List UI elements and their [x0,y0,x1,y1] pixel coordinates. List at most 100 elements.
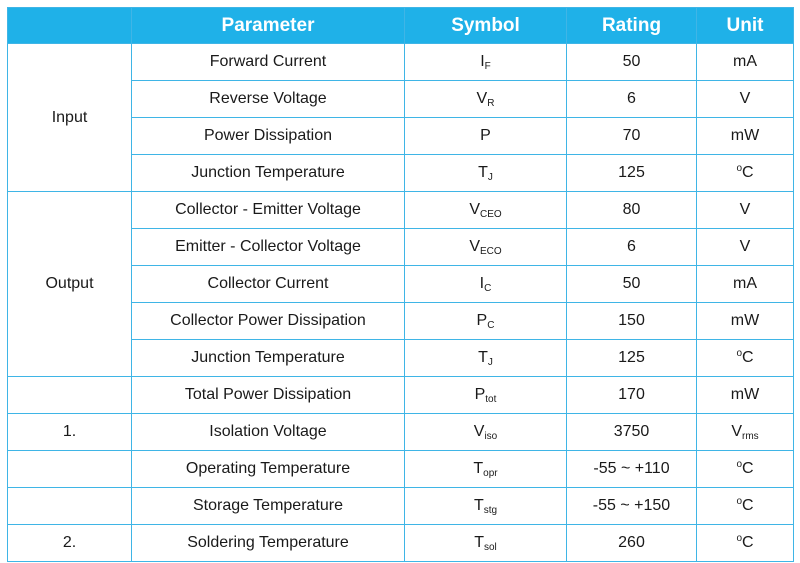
group-label-empty [7,450,132,488]
symbol-sub: J [487,357,493,368]
symbol-main: T [473,460,484,477]
unit-cell: oC [696,450,794,488]
unit-cell: oC [696,524,794,562]
symbol-main: P [474,386,486,403]
table-row: Collector Power Dissipation PC 150 mW [8,302,794,340]
symbol-sub: C [484,283,492,294]
symbol-main: I [480,53,485,70]
symbol-sub: C [487,320,495,331]
rating-cell: 150 [566,302,697,340]
unit-sup: o [736,348,742,359]
symbol-cell: Viso [404,413,567,451]
symbol-main: T [473,497,484,514]
rating-cell: 50 [566,43,697,81]
unit-sup: o [736,533,742,544]
unit-main: V [739,238,751,255]
table-row: Total Power Dissipation Ptot 170 mW [7,376,794,414]
symbol-cell: VCEO [404,191,567,229]
unit-cell: mA [696,43,794,81]
rating-cell: 125 [566,339,697,377]
table-row: Reverse Voltage VR 6 V [8,80,794,118]
symbol-cell: VR [404,80,567,118]
symbol-cell: Tsol [404,524,567,562]
unit-cell: V [696,228,794,266]
parameter-cell: Reverse Voltage [131,80,405,118]
unit-sup: o [736,496,742,507]
symbol-main: V [469,201,480,218]
unit-sup: o [736,163,742,174]
symbol-sub: J [487,172,493,183]
parameter-cell: Junction Temperature [131,154,405,192]
symbol-sub: ECO [480,246,502,257]
header-row: Parameter Symbol Rating Unit [7,7,794,44]
symbol-cell: Topr [404,450,567,488]
header-unit: Unit [696,7,794,44]
symbol-sub: tot [485,394,497,405]
symbol-cell: Tstg [404,487,567,525]
group-label-empty [7,376,132,414]
symbol-sub: iso [484,431,498,442]
unit-main: C [742,534,754,551]
symbol-main: T [478,349,488,366]
table-row: Junction Temperature TJ 125 oC [8,154,794,192]
rating-cell: 70 [566,117,697,155]
rating-cell: 6 [566,228,697,266]
rating-cell: 80 [566,191,697,229]
rating-cell: 125 [566,154,697,192]
unit-main: V [739,90,751,107]
rating-cell: -55 ~ +150 [566,487,697,525]
group-label-empty [7,487,132,525]
unit-cell: mW [696,376,794,414]
header-group [7,7,132,44]
table-row: Output Collector - Emitter Voltage VCEO … [7,191,794,377]
unit-main: C [742,460,754,477]
unit-main: C [742,164,754,181]
symbol-cell: IF [404,43,567,81]
rating-cell: -55 ~ +110 [566,450,697,488]
unit-main: mW [730,127,760,144]
unit-cell: oC [696,339,794,377]
header-rating: Rating [566,7,697,44]
symbol-cell: VECO [404,228,567,266]
parameter-cell: Soldering Temperature [131,524,405,562]
symbol-main: V [476,90,488,107]
parameter-cell: Junction Temperature [131,339,405,377]
rating-cell: 6 [566,80,697,118]
symbol-main: V [473,423,485,440]
symbol-main: P [480,127,491,144]
parameter-cell: Collector Power Dissipation [131,302,405,340]
table-row: 1. Isolation Voltage Viso 3750 Vrms [7,413,794,451]
unit-main: mW [730,312,760,329]
unit-cell: oC [696,487,794,525]
unit-cell: oC [696,154,794,192]
table-row: Storage Temperature Tstg -55 ~ +150 oC [7,487,794,525]
rating-cell: 260 [566,524,697,562]
symbol-main: T [478,164,488,181]
symbol-sub: R [487,98,495,109]
table-row: Input Forward Current IF 50 mA [7,43,794,192]
table-row: Collector Current IC 50 mA [8,265,794,303]
ratings-table: Parameter Symbol Rating Unit Input Forwa… [7,7,794,562]
group-label-note2: 2. [7,524,132,562]
symbol-cell: IC [404,265,567,303]
unit-main: mA [733,53,757,70]
table-row: Operating Temperature Topr -55 ~ +110 oC [7,450,794,488]
symbol-sub: opr [483,468,498,479]
symbol-sub: sol [483,542,497,553]
symbol-cell: Ptot [404,376,567,414]
parameter-cell: Total Power Dissipation [131,376,405,414]
symbol-main: V [469,238,480,255]
symbol-sub: CEO [480,209,502,220]
rating-cell: 170 [566,376,697,414]
symbol-main: I [479,275,485,292]
header-symbol: Symbol [404,7,567,44]
group-label-input: Input [7,43,132,192]
symbol-cell: TJ [404,339,567,377]
rating-cell: 3750 [566,413,697,451]
parameter-cell: Operating Temperature [131,450,405,488]
parameter-cell: Storage Temperature [131,487,405,525]
unit-cell: V [696,191,794,229]
unit-cell: Vrms [696,413,794,451]
table-row: 2. Soldering Temperature Tsol 260 oC [7,524,794,562]
parameter-cell: Power Dissipation [131,117,405,155]
